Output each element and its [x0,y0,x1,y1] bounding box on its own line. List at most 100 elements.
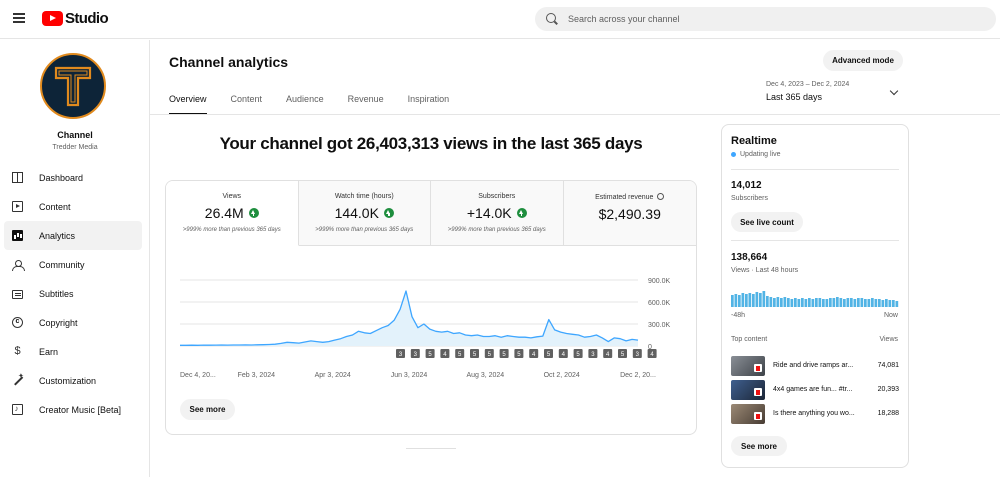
realtime-bar [867,299,871,307]
date-range-picker[interactable]: Dec 4, 2023 – Dec 2, 2024 Last 365 days [766,81,906,107]
realtime-bar-chart[interactable] [731,287,899,309]
video-marker[interactable]: 5 [425,349,435,358]
sidebar-item-earn[interactable]: $ Earn [4,337,142,366]
divider [731,169,899,170]
views-series-line [180,290,639,346]
video-marker[interactable]: 5 [455,349,465,358]
video-marker[interactable]: 5 [470,349,479,358]
sidebar-item-label: Dashboard [39,172,84,183]
video-marker[interactable]: 5 [544,349,553,358]
shorts-icon [754,412,762,420]
sidebar-item-copyright[interactable]: c Copyright [4,308,142,337]
views-column-label: Views [879,336,898,343]
realtime-bar [832,298,836,307]
date-range-dates: Dec 4, 2023 – Dec 2, 2024 [766,81,850,88]
creator-music-icon [12,404,23,415]
advanced-mode-button[interactable]: Advanced mode [823,50,903,71]
realtime-panel: Realtime Updating live 14,012 Subscriber… [721,124,909,468]
metric-value: 26.4M [204,205,244,221]
video-marker[interactable]: 4 [440,349,450,358]
metric-subscribers[interactable]: Subscribers +14.0K >999% more than previ… [431,181,564,246]
x-tick-label: Aug 3, 2024 [466,372,504,379]
scroll-indicator [406,448,456,449]
metric-value: +14.0K [466,205,512,221]
video-title: Ride and drive ramps ar... [773,362,854,369]
svg-text:5: 5 [488,352,492,358]
metric-revenue[interactable]: Estimated revenue $2,490.39 [563,181,696,246]
realtime-bar [825,299,829,307]
realtime-bar [885,299,888,307]
search-icon[interactable] [546,13,556,23]
tab-content[interactable]: Content [230,94,263,104]
clock-icon [657,193,665,200]
tab-revenue[interactable]: Revenue [347,94,384,104]
sidebar-item-customization[interactable]: Customization [4,366,142,395]
sidebar-item-label: Analytics [39,230,76,241]
sidebar-item-label: Content [39,201,71,212]
video-views: 18,288 [877,410,899,417]
realtime-bar [804,299,808,307]
studio-logo[interactable]: Studio [42,10,109,27]
video-marker[interactable]: 3 [588,349,598,358]
svg-text:5: 5 [576,352,580,358]
views-48h-label: Views · Last 48 hours [731,267,799,274]
video-marker[interactable]: 4 [558,349,568,358]
realtime-bar [752,294,755,307]
metric-value-row: +14.0K [431,205,563,221]
metric-views[interactable]: Views 26.4M >999% more than previous 365… [166,181,299,246]
realtime-bar [839,298,843,307]
top-content-row[interactable]: 4x4 games are fun... #tr... 20,393 [731,380,899,400]
video-marker[interactable]: 3 [632,349,642,358]
realtime-bar [780,298,783,307]
sidebar-item-community[interactable]: Community [4,250,142,279]
metric-watch-time[interactable]: Watch time (hours) 144.0K >999% more tha… [298,181,431,246]
realtime-bar [759,293,762,307]
realtime-see-more-button[interactable]: See more [731,436,787,456]
tab-audience[interactable]: Audience [286,94,324,104]
realtime-bar [755,292,759,307]
realtime-bar [871,298,874,307]
page-title: Channel analytics [169,54,289,70]
video-marker[interactable]: 3 [396,349,405,358]
video-marker[interactable]: 5 [573,349,583,358]
menu-icon[interactable] [13,13,25,23]
tabs-divider [150,114,1000,115]
realtime-bar [857,298,860,307]
overview-card: Views 26.4M >999% more than previous 365… [165,180,697,435]
views-area [180,291,638,346]
video-marker[interactable]: 4 [603,349,613,358]
realtime-bar [769,297,773,307]
tab-overview[interactable]: Overview [169,94,207,115]
see-live-count-button[interactable]: See live count [731,212,803,232]
video-marker[interactable]: 4 [529,349,539,358]
video-marker[interactable]: 5 [514,349,524,358]
video-views: 74,081 [877,362,899,369]
metric-tabs: Views 26.4M >999% more than previous 365… [166,181,696,246]
dashboard-icon [12,172,23,183]
svg-text:4: 4 [532,352,536,358]
tab-inspiration[interactable]: Inspiration [407,94,450,104]
video-marker[interactable]: 3 [410,349,420,358]
sidebar-item-subtitles[interactable]: Subtitles [4,279,142,308]
video-marker[interactable]: 5 [499,349,509,358]
sidebar-item-dashboard[interactable]: Dashboard [4,163,142,192]
views-line-chart[interactable]: 900.0K 600.0K 300.0K 0 Dec 4, 20... Feb 3, 20… [166,246,696,396]
realtime-bar [766,296,769,307]
video-marker[interactable]: 4 [647,349,657,358]
realtime-bar [783,297,787,307]
channel-avatar[interactable] [40,53,106,119]
top-content-row[interactable]: Is there anything you wo... 18,288 [731,404,899,424]
realtime-bar [836,297,839,307]
sidebar-item-content[interactable]: Content [4,192,142,221]
top-content-row[interactable]: Ride and drive ramps ar... 74,081 [731,356,899,376]
search-bar[interactable] [535,7,996,31]
sidebar-item-creator-music[interactable]: Creator Music [Beta] [4,395,142,424]
realtime-bar [860,298,864,307]
search-input[interactable] [568,12,968,26]
video-marker[interactable]: 5 [618,349,627,358]
sidebar-item-analytics[interactable]: Analytics [4,221,142,250]
video-marker[interactable]: 5 [484,349,494,358]
date-range-label: Last 365 days [766,92,823,102]
metric-value: $2,490.39 [598,206,661,222]
see-more-button[interactable]: See more [180,399,235,420]
